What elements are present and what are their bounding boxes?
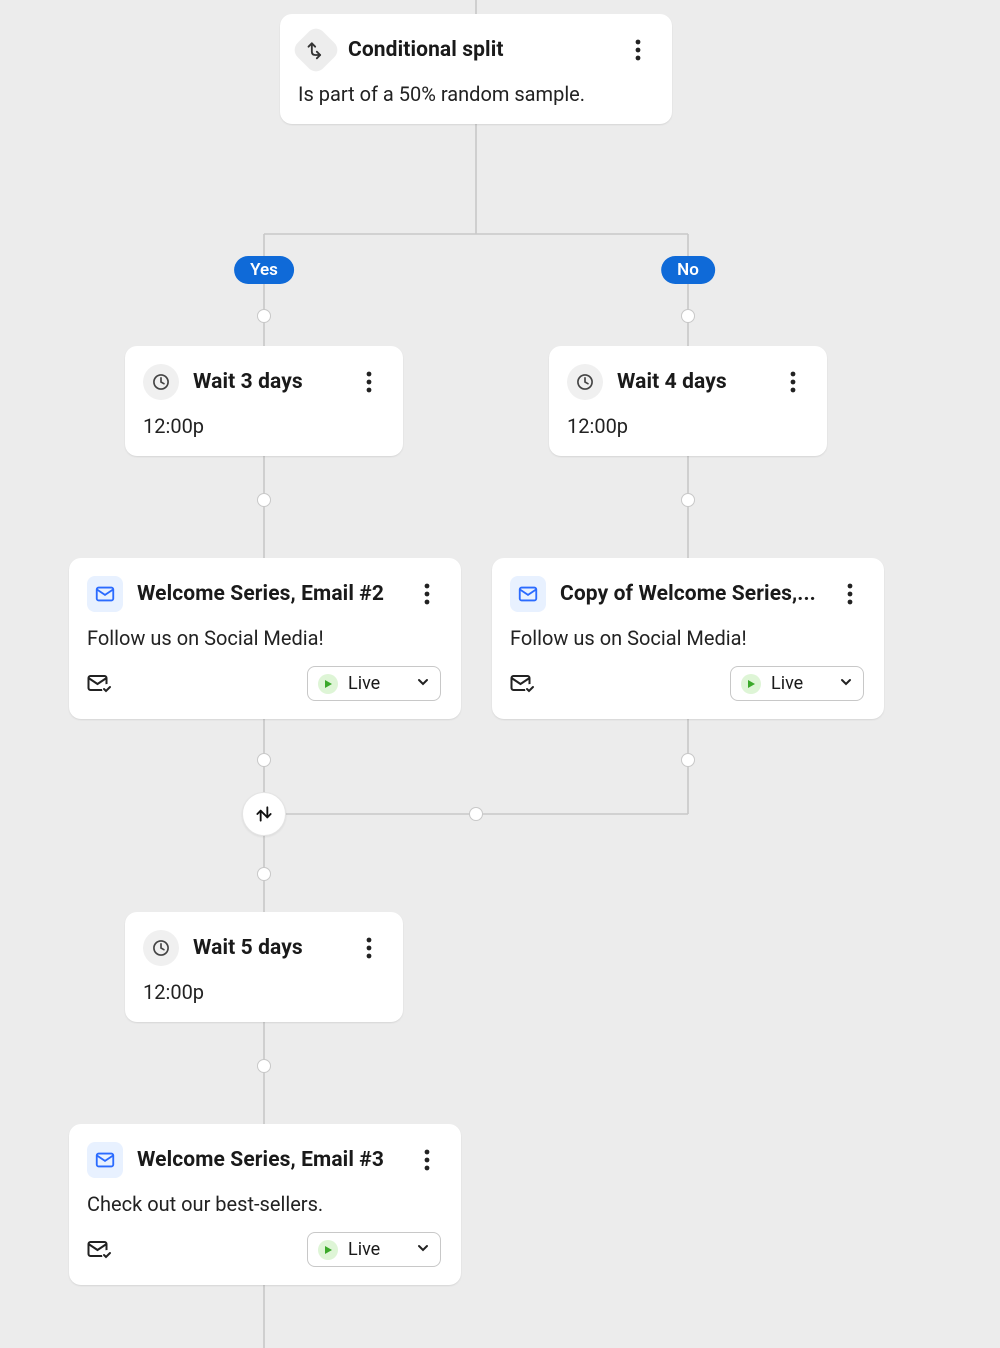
split-icon bbox=[291, 25, 342, 76]
clock-icon bbox=[143, 364, 179, 400]
node-menu-button[interactable] bbox=[413, 1146, 441, 1174]
node-conditional-split[interactable]: Conditional split Is part of a 50% rando… bbox=[280, 14, 672, 124]
connector-dot bbox=[257, 1059, 271, 1073]
node-wait-right[interactable]: Wait 4 days 12:00p bbox=[549, 346, 827, 456]
play-icon bbox=[741, 674, 761, 694]
branch-label-yes: Yes bbox=[234, 256, 294, 284]
node-title: Wait 5 days bbox=[193, 936, 341, 960]
connector-dot bbox=[257, 309, 271, 323]
play-icon bbox=[318, 1240, 338, 1260]
chevron-down-icon bbox=[839, 673, 853, 694]
smart-send-icon bbox=[510, 673, 536, 695]
node-menu-button[interactable] bbox=[355, 934, 383, 962]
chevron-down-icon bbox=[416, 1239, 430, 1260]
merge-node[interactable] bbox=[242, 792, 286, 836]
merge-icon bbox=[254, 804, 274, 824]
node-title: Conditional split bbox=[348, 38, 610, 62]
chevron-down-icon bbox=[416, 673, 430, 694]
node-menu-button[interactable] bbox=[355, 368, 383, 396]
node-title: Wait 4 days bbox=[617, 370, 765, 394]
branch-label-no: No bbox=[661, 256, 715, 284]
node-subtitle: Follow us on Social Media! bbox=[87, 626, 441, 650]
connector-dot bbox=[257, 493, 271, 507]
smart-send-icon bbox=[87, 673, 113, 695]
node-email-right[interactable]: Copy of Welcome Series,... Follow us on … bbox=[492, 558, 884, 719]
connector-dot bbox=[257, 867, 271, 881]
connector-dot bbox=[469, 807, 483, 821]
status-dropdown[interactable]: Live bbox=[307, 666, 441, 701]
status-dropdown[interactable]: Live bbox=[307, 1232, 441, 1267]
play-icon bbox=[318, 674, 338, 694]
email-icon bbox=[87, 576, 123, 612]
node-wait-bottom[interactable]: Wait 5 days 12:00p bbox=[125, 912, 403, 1022]
status-label: Live bbox=[771, 673, 803, 694]
clock-icon bbox=[567, 364, 603, 400]
node-title: Copy of Welcome Series,... bbox=[560, 582, 822, 606]
flow-canvas[interactable]: Yes No Conditional split Is part of a 50… bbox=[0, 0, 1000, 1348]
node-time: 12:00p bbox=[143, 414, 383, 438]
node-email-bottom[interactable]: Welcome Series, Email #3 Check out our b… bbox=[69, 1124, 461, 1285]
connector-dot bbox=[257, 753, 271, 767]
node-time: 12:00p bbox=[143, 980, 383, 1004]
status-label: Live bbox=[348, 673, 380, 694]
smart-send-icon bbox=[87, 1239, 113, 1261]
connector-dot bbox=[681, 753, 695, 767]
node-title: Wait 3 days bbox=[193, 370, 341, 394]
status-label: Live bbox=[348, 1239, 380, 1260]
node-menu-button[interactable] bbox=[624, 36, 652, 64]
node-wait-left[interactable]: Wait 3 days 12:00p bbox=[125, 346, 403, 456]
connector-dot bbox=[681, 493, 695, 507]
node-subtitle: Follow us on Social Media! bbox=[510, 626, 864, 650]
node-title: Welcome Series, Email #2 bbox=[137, 582, 399, 606]
node-menu-button[interactable] bbox=[779, 368, 807, 396]
email-icon bbox=[87, 1142, 123, 1178]
clock-icon bbox=[143, 930, 179, 966]
node-menu-button[interactable] bbox=[836, 580, 864, 608]
email-icon bbox=[510, 576, 546, 612]
node-time: 12:00p bbox=[567, 414, 807, 438]
connector-dot bbox=[681, 309, 695, 323]
status-dropdown[interactable]: Live bbox=[730, 666, 864, 701]
node-title: Welcome Series, Email #3 bbox=[137, 1148, 399, 1172]
node-email-left[interactable]: Welcome Series, Email #2 Follow us on So… bbox=[69, 558, 461, 719]
node-subtitle: Is part of a 50% random sample. bbox=[298, 82, 652, 106]
node-subtitle: Check out our best-sellers. bbox=[87, 1192, 441, 1216]
node-menu-button[interactable] bbox=[413, 580, 441, 608]
